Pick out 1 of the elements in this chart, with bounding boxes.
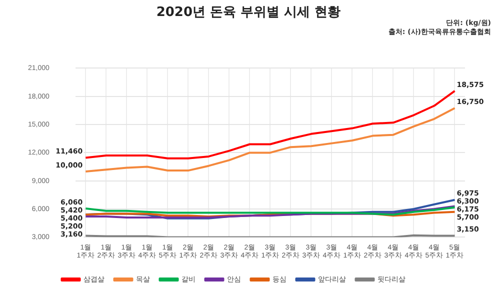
chart-title: 2020년 돈육 부위별 시세 현황 — [156, 5, 341, 20]
